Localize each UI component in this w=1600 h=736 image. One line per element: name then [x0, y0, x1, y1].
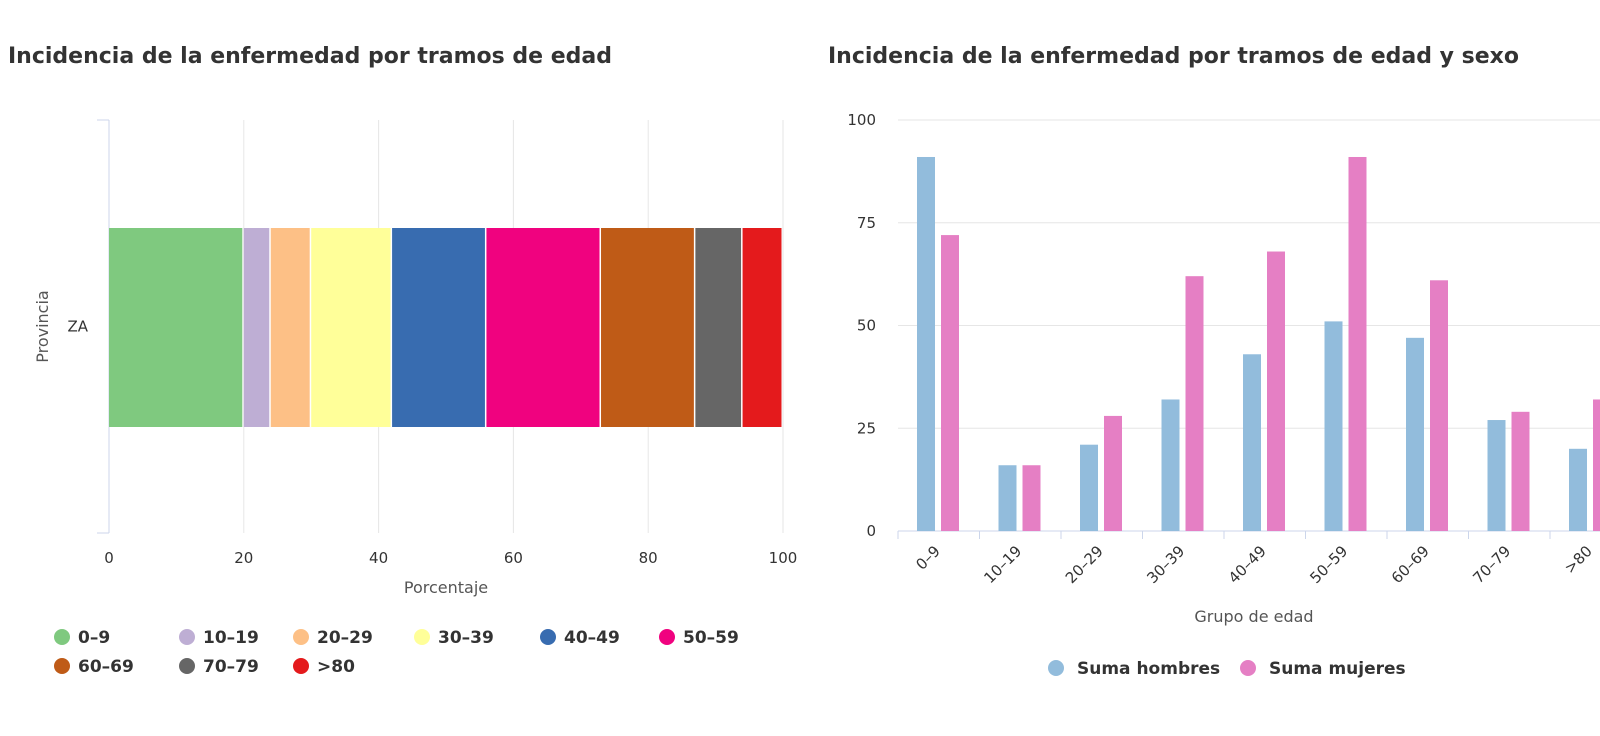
legend-marker-20-29 [293, 629, 309, 645]
y-tick-label: 25 [857, 419, 876, 437]
x-tick-label: >80 [1561, 542, 1596, 577]
x-tick-label: 80 [639, 549, 658, 567]
bar-segment-0-9 [109, 228, 243, 427]
legend-label-60-69: 60–69 [78, 657, 134, 677]
bar-segment-80 [742, 228, 782, 427]
bar-suma-mujeres-20-29 [1104, 415, 1122, 531]
legend-marker-suma-hombres [1048, 660, 1064, 676]
y-tick-label: 0 [866, 522, 876, 540]
bar-suma-hombres-60-69 [1406, 337, 1424, 531]
bar-segment-50-59 [486, 228, 600, 427]
x-tick-label: 60–69 [1388, 542, 1433, 587]
y-axis-title: Provincia [33, 290, 52, 362]
legend-label-10-19: 10–19 [203, 628, 259, 648]
x-tick-label: 40–49 [1225, 542, 1270, 587]
x-tick-label: 10–19 [980, 542, 1025, 587]
x-axis-title: Porcentaje [404, 578, 488, 597]
x-tick-label: 70–79 [1469, 542, 1514, 587]
legend-label-suma-mujeres: Suma mujeres [1269, 659, 1406, 679]
y-tick-label: 50 [857, 317, 876, 335]
legend-label-40-49: 40–49 [564, 628, 620, 648]
bar-segment-30-39 [311, 228, 391, 427]
legend-label-30-39: 30–39 [438, 628, 494, 648]
legend-marker-suma-mujeres [1240, 660, 1256, 676]
bar-suma-mujeres-50-59 [1348, 156, 1367, 532]
legend-marker-30-39 [414, 629, 430, 645]
bar-suma-mujeres-40-49 [1267, 251, 1285, 531]
legend-marker-60-69 [54, 658, 70, 674]
legend-label-80: >80 [317, 657, 355, 677]
legend-marker-80 [293, 658, 309, 674]
chart-title-right: Incidencia de la enfermedad por tramos d… [828, 44, 1519, 69]
chart-title-left: Incidencia de la enfermedad por tramos d… [8, 44, 612, 69]
bar-segment-40-49 [392, 228, 485, 427]
legend-label-70-79: 70–79 [203, 657, 259, 677]
legend-marker-40-49 [540, 629, 556, 645]
bar-segment-60-69 [601, 228, 694, 427]
bar-suma-hombres-50-59 [1324, 321, 1343, 531]
bar-suma-mujeres-60-69 [1430, 280, 1448, 531]
legend-label-20-29: 20–29 [317, 628, 373, 648]
legend-marker-10-19 [179, 629, 195, 645]
bar-segment-10-19 [243, 228, 270, 427]
stacked-bar-chart: 0 20 40 60 80 100 ZA Provincia Porcentaje 0–9 10–1… [33, 119, 798, 677]
x-tick-label: 20 [234, 549, 253, 567]
legend-marker-70-79 [179, 658, 195, 674]
x-tick-label: 0 [104, 549, 114, 567]
bar-suma-mujeres-30-39 [1185, 276, 1204, 531]
x-tick-label: 0–9 [912, 542, 944, 574]
bar-suma-hombres-10-19 [998, 465, 1017, 531]
x-tick-label: 30–39 [1143, 542, 1188, 587]
bar-suma-hombres-70-79 [1487, 420, 1506, 531]
bar-suma-mujeres-0-9 [941, 235, 959, 531]
bar-suma-hombres-0-9 [917, 156, 935, 532]
bar-segment-20-29 [270, 228, 310, 427]
legend-label-50-59: 50–59 [683, 628, 739, 648]
x-axis-title: Grupo de edad [1194, 607, 1313, 626]
x-tick-label: 20–29 [1062, 542, 1107, 587]
legend-marker-0-9 [54, 629, 70, 645]
y-tick-label: 100 [847, 111, 876, 129]
category-label: ZA [67, 318, 88, 336]
x-tick-label: 40 [369, 549, 388, 567]
x-tick-label: 100 [769, 549, 798, 567]
bar-suma-hombres-80 [1569, 448, 1587, 531]
bar-suma-mujeres-70-79 [1511, 411, 1530, 531]
bar-suma-hombres-20-29 [1080, 444, 1098, 531]
x-tick-label: 50–59 [1306, 542, 1351, 587]
y-tick-label: 75 [857, 214, 876, 232]
legend-label-0-9: 0–9 [78, 628, 110, 648]
bar-suma-mujeres-10-19 [1022, 465, 1041, 531]
bar-suma-hombres-40-49 [1243, 354, 1261, 531]
legend-label-suma-hombres: Suma hombres [1077, 659, 1220, 679]
legend-marker-50-59 [659, 629, 675, 645]
bar-suma-hombres-30-39 [1161, 399, 1180, 531]
x-tick-label: 60 [504, 549, 523, 567]
bar-segment-70-79 [695, 228, 742, 427]
bar-suma-mujeres-80 [1593, 399, 1600, 531]
